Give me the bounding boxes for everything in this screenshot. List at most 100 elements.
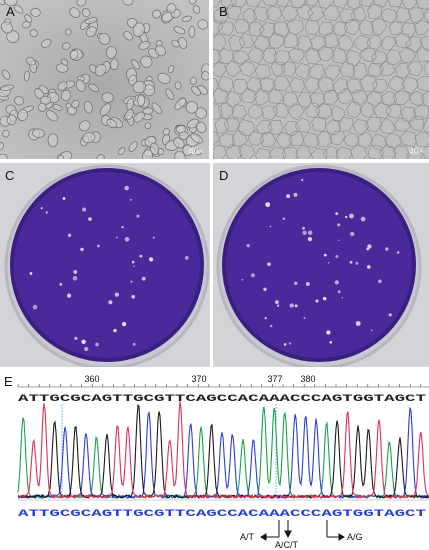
plaque	[241, 278, 244, 281]
base-calls-top: ATTGCGCAGTTGCGTTCAGCCACAAACCCAGTGGTAGCT	[18, 393, 426, 405]
cell	[71, 99, 80, 109]
micrograph-panel-a: A 40×	[0, 0, 209, 159]
base-calls-bottom: ATTGCGCAGTTGCGTTCAGCCACAAACCCAGTGGTAGCT	[18, 508, 426, 520]
plaque	[370, 329, 373, 332]
cell	[338, 116, 354, 132]
cell	[213, 144, 227, 159]
cell	[132, 81, 147, 94]
cell	[213, 102, 223, 120]
plaque	[149, 257, 154, 262]
cell	[406, 146, 423, 159]
cell	[126, 98, 134, 111]
cell	[252, 6, 270, 22]
plaque	[385, 247, 389, 251]
plaque	[367, 244, 372, 249]
plaque	[141, 276, 146, 281]
cell	[406, 60, 423, 77]
cell	[152, 9, 162, 19]
cell	[400, 130, 417, 148]
plaque	[294, 304, 298, 308]
cell	[287, 48, 305, 64]
cell	[322, 145, 339, 159]
cell	[332, 0, 349, 9]
position-label-370: 370	[191, 374, 206, 384]
cell	[61, 89, 72, 102]
plaque	[326, 330, 331, 335]
cell	[318, 21, 335, 36]
cell	[6, 114, 17, 126]
magnification-label-a: 40×	[188, 146, 204, 156]
cell	[151, 102, 162, 114]
plaque	[122, 322, 127, 327]
cell	[283, 32, 300, 49]
cell	[380, 91, 398, 107]
cell	[173, 26, 186, 35]
cell	[378, 145, 397, 159]
cell	[295, 144, 311, 159]
cell	[240, 87, 258, 104]
cell	[81, 8, 91, 18]
cell	[262, 0, 279, 7]
cell	[246, 76, 263, 93]
cell	[213, 61, 227, 78]
cell	[239, 60, 257, 78]
cell	[25, 57, 36, 66]
cell	[101, 92, 114, 103]
cell	[332, 77, 348, 94]
cell	[316, 130, 333, 148]
plaque	[289, 303, 294, 308]
plaque	[282, 217, 285, 220]
cell	[84, 17, 98, 25]
plaque	[360, 216, 366, 222]
cell	[47, 133, 59, 148]
plaque	[293, 192, 298, 197]
variant-label-a-g: A/G	[347, 532, 363, 542]
cell	[231, 0, 247, 7]
cell	[167, 65, 175, 74]
cell	[0, 84, 14, 91]
cell	[350, 6, 367, 22]
cell	[400, 22, 417, 39]
cell	[420, 91, 429, 107]
cell	[339, 8, 356, 24]
cell	[296, 92, 313, 109]
cell	[254, 64, 271, 80]
cell	[399, 46, 417, 64]
cell	[371, 78, 389, 94]
cell	[395, 62, 412, 79]
cell	[339, 61, 356, 78]
cell	[413, 104, 429, 120]
plaque	[45, 211, 48, 214]
cell	[322, 89, 340, 105]
plaque	[288, 342, 292, 345]
cell	[78, 120, 91, 132]
cell	[66, 106, 77, 116]
cell	[174, 97, 187, 110]
plaque	[302, 226, 305, 230]
cell	[14, 96, 25, 106]
cell	[307, 63, 325, 80]
chromatogram-plot: 360 370 377 380 ATTGCGCAGTTGCGTTCAGCCACA…	[17, 374, 429, 550]
plaque	[184, 256, 189, 260]
cell	[62, 42, 71, 50]
cell	[324, 119, 342, 135]
cell	[225, 61, 242, 77]
cell	[124, 109, 134, 121]
cell	[408, 7, 425, 24]
cell	[39, 95, 52, 105]
cell	[296, 35, 313, 52]
cell	[368, 144, 384, 159]
cell	[166, 3, 177, 14]
cell	[385, 103, 402, 119]
plaque	[294, 281, 298, 285]
variant-annotations	[260, 520, 345, 541]
cell	[337, 34, 354, 52]
plaque	[113, 328, 117, 333]
plaque	[131, 260, 135, 264]
cell	[69, 49, 79, 60]
cell	[200, 71, 209, 81]
cell	[331, 21, 348, 37]
plaque	[121, 226, 124, 229]
plaque	[263, 287, 267, 291]
cell	[246, 0, 262, 8]
